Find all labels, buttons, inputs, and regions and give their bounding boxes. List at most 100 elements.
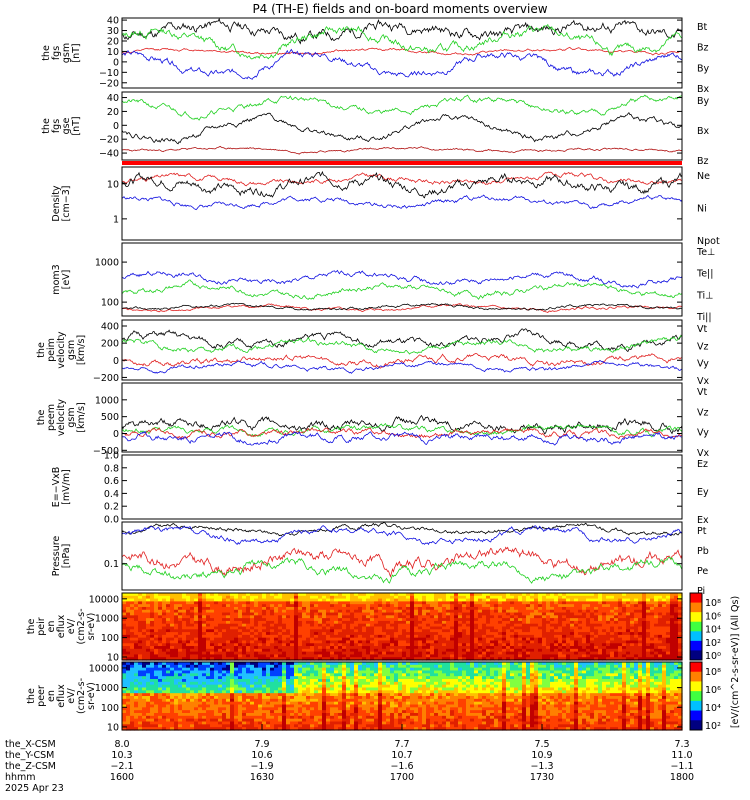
heatmap-cell: [650, 618, 655, 622]
heatmap-cell: [410, 595, 415, 600]
heatmap-cell: [234, 664, 239, 669]
heatmap-cell: [278, 718, 283, 723]
heatmap-cell: [246, 676, 251, 680]
y-tick-label: 0.8: [104, 463, 119, 474]
heatmap-cell: [414, 651, 419, 656]
heatmap-cell: [314, 634, 319, 639]
heatmap-cell: [342, 637, 347, 642]
heatmap-cell: [566, 609, 571, 614]
heatmap-cell: [538, 618, 543, 622]
heatmap-cell: [222, 612, 227, 616]
heatmap-cell: [430, 646, 435, 650]
heatmap-cell: [502, 618, 507, 622]
heatmap-cell: [290, 634, 295, 639]
heatmap-cell: [202, 704, 207, 708]
heatmap-cell: [230, 673, 235, 677]
heatmap-cell: [618, 629, 623, 633]
heatmap-cell: [134, 609, 139, 614]
heatmap-cell: [194, 634, 199, 639]
heatmap-cell: [242, 690, 247, 694]
heatmap-cell: [650, 593, 655, 597]
heatmap-cell: [350, 696, 355, 700]
heatmap-cell: [666, 609, 671, 614]
heatmap-cell: [470, 606, 475, 611]
heatmap-cell: [150, 673, 155, 677]
heatmap-cell: [130, 687, 135, 691]
heatmap-cell: [190, 595, 195, 600]
heatmap-cell: [622, 646, 627, 650]
heatmap-cell: [646, 643, 651, 647]
heatmap-cell: [350, 724, 355, 728]
heatmap-cell: [594, 654, 599, 658]
heatmap-cell: [130, 681, 135, 686]
legend-entry: Bt: [697, 22, 708, 33]
heatmap-cell: [342, 715, 347, 720]
heatmap-cell: [414, 637, 419, 642]
heatmap-cell: [150, 687, 155, 691]
heatmap-cell: [310, 687, 315, 691]
heatmap-cell: [266, 595, 271, 600]
heatmap-cell: [562, 598, 567, 602]
heatmap-cell: [546, 643, 551, 647]
heatmap-cell: [266, 687, 271, 691]
heatmap-cell: [662, 626, 667, 630]
heatmap-cell: [202, 618, 207, 622]
heatmap-cell: [338, 687, 343, 691]
heatmap-cell: [174, 687, 179, 691]
heatmap-cell: [222, 654, 227, 658]
heatmap-cell: [314, 646, 319, 650]
heatmap-cell: [618, 618, 623, 622]
heatmap-cell: [202, 654, 207, 658]
heatmap-cell: [378, 601, 383, 605]
heatmap-cell: [370, 618, 375, 622]
heatmap-cell: [574, 598, 579, 602]
heatmap-cell: [362, 657, 367, 661]
heatmap-cell: [386, 612, 391, 616]
heatmap-cell: [582, 632, 587, 636]
heatmap-cell: [334, 609, 339, 614]
heatmap-cell: [318, 681, 323, 686]
heatmap-cell: [378, 637, 383, 642]
heatmap-cell: [590, 643, 595, 647]
heatmap-cell: [278, 662, 283, 666]
heatmap-cell: [182, 637, 187, 642]
heatmap-cell: [634, 604, 639, 608]
heatmap-cell: [298, 667, 303, 672]
heatmap-cell: [154, 681, 159, 686]
heatmap-cell: [146, 643, 151, 647]
heatmap-cell: [226, 684, 231, 689]
heatmap-cell: [190, 609, 195, 614]
heatmap-cell: [634, 595, 639, 600]
heatmap-cell: [622, 643, 627, 647]
heatmap-cell: [394, 593, 399, 597]
heatmap-cell: [574, 629, 579, 633]
heatmap-cell: [218, 629, 223, 633]
heatmap-cell: [234, 721, 239, 725]
heatmap-cell: [378, 598, 383, 602]
heatmap-cell: [146, 670, 151, 674]
heatmap-cell: [134, 676, 139, 680]
heatmap-cell: [594, 593, 599, 597]
heatmap-cell: [238, 623, 243, 628]
heatmap-cell: [454, 620, 459, 625]
heatmap-cell: [470, 651, 475, 656]
heatmap-cell: [610, 626, 615, 630]
heatmap-cell: [126, 657, 131, 661]
heatmap-cell: [282, 612, 287, 616]
heatmap-cell: [542, 651, 547, 656]
heatmap-cell: [674, 629, 679, 633]
heatmap-cell: [494, 598, 499, 602]
heatmap-cell: [298, 654, 303, 658]
heatmap-cell: [518, 612, 523, 616]
heatmap-cell: [226, 676, 231, 680]
heatmap-cell: [310, 643, 315, 647]
heatmap-cell: [406, 595, 411, 600]
heatmap-cell: [246, 657, 251, 661]
heatmap-cell: [210, 637, 215, 642]
heatmap-cell: [242, 687, 247, 691]
heatmap-cell: [294, 606, 299, 611]
heatmap-cell: [462, 604, 467, 608]
heatmap-cell: [230, 707, 235, 711]
heatmap-cell: [574, 634, 579, 639]
heatmap-cell: [622, 612, 627, 616]
